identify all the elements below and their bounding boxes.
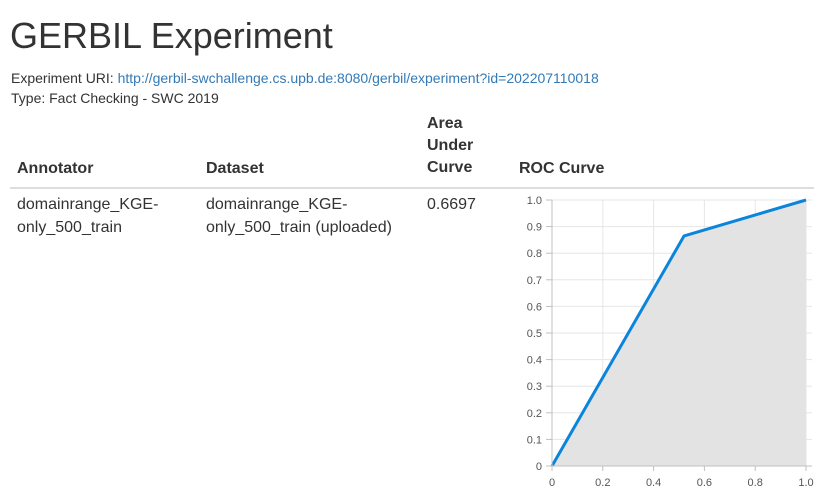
y-tick-label: 0.9 — [527, 222, 542, 234]
x-tick-label: 0 — [549, 477, 555, 489]
header-auc-line2: Under — [427, 137, 474, 154]
y-tick-label: 0 — [536, 461, 542, 473]
y-tick-label: 0.6 — [527, 301, 542, 313]
header-dataset[interactable]: Dataset — [206, 160, 264, 177]
y-tick-label: 0.4 — [527, 355, 542, 367]
experiment-type: Type: Fact Checking - SWC 2019 — [11, 90, 219, 106]
header-auc-line3: Curve — [427, 159, 473, 176]
cell-annotator: domainrange_KGE- only_500_train — [17, 193, 158, 239]
y-tick-label: 0.3 — [527, 381, 542, 393]
experiment-uri-link[interactable]: http://gerbil-swchallenge.cs.upb.de:8080… — [117, 70, 599, 86]
header-roc-curve[interactable]: ROC Curve — [519, 160, 605, 177]
cell-auc: 0.6697 — [427, 196, 476, 213]
y-tick-label: 0.5 — [527, 328, 542, 340]
annotator-line1: domainrange_KGE- — [17, 196, 159, 213]
header-auc[interactable]: Area Under Curve — [427, 113, 473, 179]
dataset-line1: domainrange_KGE- — [206, 196, 348, 213]
page-title: GERBIL Experiment — [10, 15, 333, 56]
y-tick-label: 0.7 — [527, 275, 542, 287]
header-annotator[interactable]: Annotator — [17, 160, 94, 177]
x-tick-label: 1.0 — [798, 477, 813, 489]
roc-curve-line — [550, 198, 807, 467]
y-tick-label: 0.2 — [527, 408, 542, 420]
y-tick-label: 1.0 — [527, 195, 542, 207]
y-tick-label: 0.8 — [527, 248, 542, 260]
header-auc-line1: Area — [427, 115, 463, 132]
x-tick-label: 0.4 — [646, 477, 661, 489]
experiment-uri-label: Experiment URI: — [11, 70, 114, 86]
roc-area-fill — [552, 200, 806, 466]
dataset-line2: only_500_train (uploaded) — [206, 219, 392, 236]
experiment-uri-line: Experiment URI: http://gerbil-swchalleng… — [11, 68, 599, 88]
x-tick-label: 0.6 — [697, 477, 712, 489]
table-header-divider — [10, 187, 814, 189]
x-tick-label: 0.8 — [748, 477, 763, 489]
x-tick-label: 0.2 — [595, 477, 610, 489]
cell-dataset: domainrange_KGE- only_500_train (uploade… — [206, 193, 392, 239]
annotator-line2: only_500_train — [17, 219, 122, 236]
y-tick-label: 0.1 — [527, 434, 542, 446]
